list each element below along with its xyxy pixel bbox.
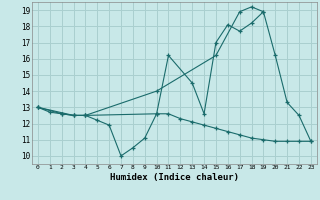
X-axis label: Humidex (Indice chaleur): Humidex (Indice chaleur) — [110, 173, 239, 182]
